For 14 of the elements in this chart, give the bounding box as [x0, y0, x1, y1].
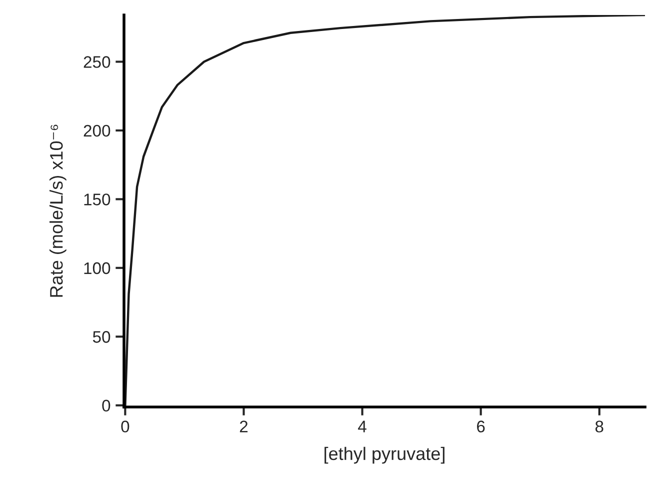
- y-tick-label: 50: [92, 331, 110, 343]
- x-tick-label: 0: [121, 420, 130, 432]
- y-tick-label: 200: [84, 124, 110, 137]
- x-tick-label: 2: [240, 420, 248, 432]
- x-tick-label: 4: [358, 420, 366, 432]
- y-tick-label: 250: [84, 56, 110, 68]
- x-axis-title: [ethyl pyruvate]: [324, 446, 444, 464]
- y-tick-label: 0: [102, 400, 110, 412]
- y-axis-title: Rate (mole/L/s) x10⁻⁶: [50, 124, 66, 297]
- y-tick-label: 150: [84, 194, 110, 206]
- x-tick-label: 6: [477, 420, 485, 432]
- x-tick-label: 8: [595, 420, 604, 432]
- line-series: [124, 15, 645, 406]
- y-tick-label: 100: [84, 262, 110, 274]
